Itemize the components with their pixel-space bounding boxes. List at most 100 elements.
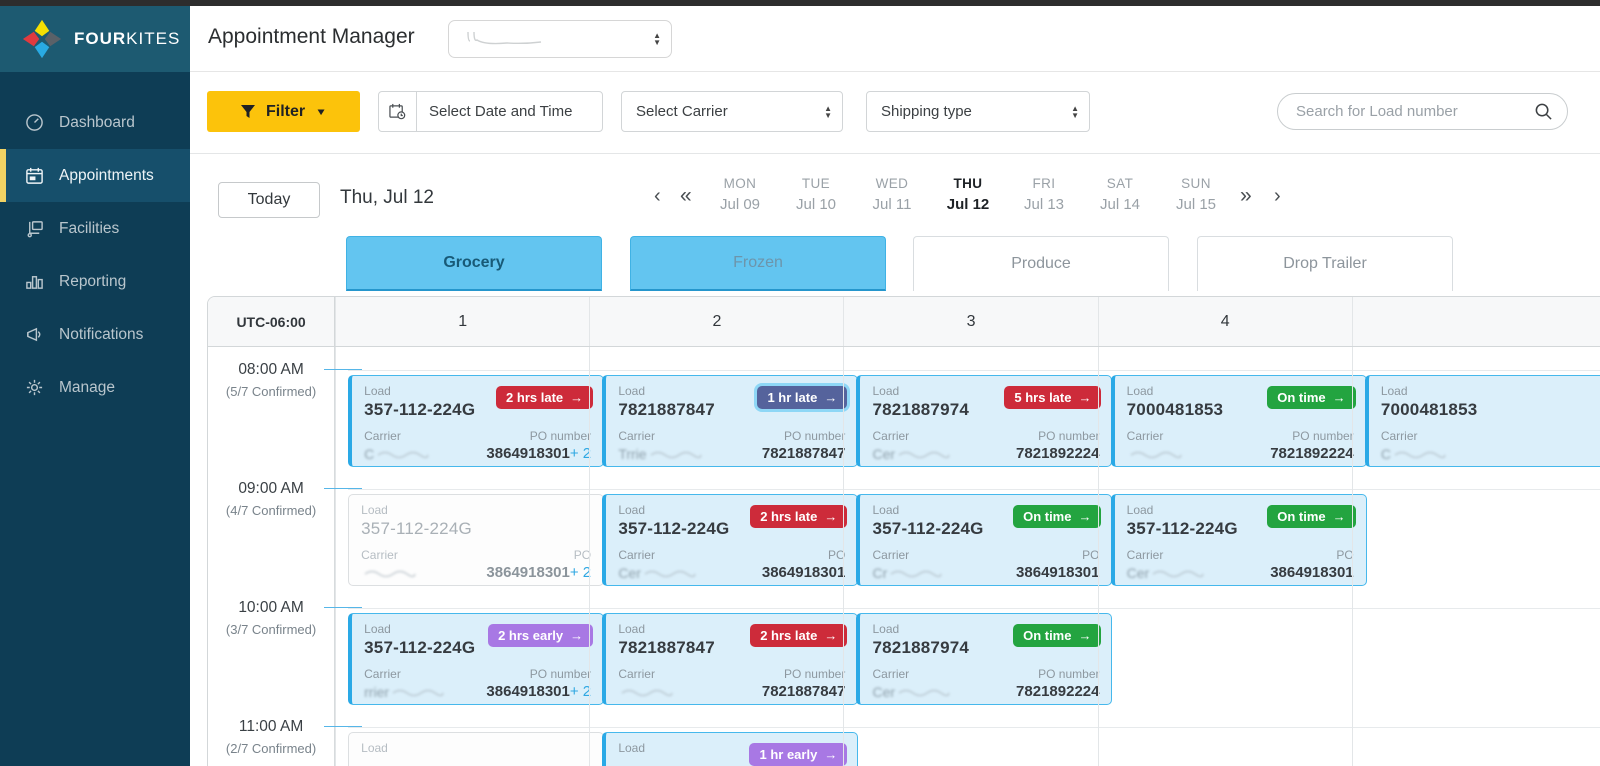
time-gutter: 09:00 AM (4/7 Confirmed)	[208, 466, 336, 585]
slot-cell[interactable]: Load 7821887847 2 hrs late → Carrier PO n…	[589, 585, 859, 705]
slot-cell[interactable]: Load 357-112-224G On time → Carrier Cr PO…	[843, 466, 1113, 586]
status-badge[interactable]: On time →	[1267, 505, 1356, 528]
po-block: PO 3864918301	[1016, 548, 1099, 581]
status-badge[interactable]: On time →	[1013, 505, 1102, 528]
load-label: Load	[364, 384, 391, 398]
carrier-value-redacted	[618, 683, 708, 700]
carrier-block: Carrier Cer	[618, 548, 708, 581]
day-cell-thu[interactable]: THU Jul 12	[946, 176, 990, 213]
sidebar-item-label: Appointments	[59, 166, 154, 184]
carrier-block: Carrier	[1127, 429, 1217, 462]
carrier-block: Carrier rrier	[364, 667, 454, 700]
slot-cell[interactable]: Load 357-112-224G 2 hrs late → Carrier Ce…	[589, 466, 859, 586]
appointment-card[interactable]: Load 357-112-224G 2 hrs late → Carrier Ce…	[602, 494, 859, 586]
sidebar-item-reporting[interactable]: Reporting	[0, 255, 190, 308]
appointment-card[interactable]: Load 357-112-224G 2 hrs early → Carrier r…	[348, 613, 605, 705]
appointment-card[interactable]: Load 7821887847 1 hr late → Carrier Trrie…	[602, 375, 859, 467]
slot-cell[interactable]	[1097, 585, 1352, 704]
search-input[interactable]	[1296, 103, 1534, 120]
slot-cell[interactable]: Load 357-112-224G Carrier PO 3864918301+…	[335, 466, 605, 586]
search-icon[interactable]	[1534, 102, 1553, 121]
slot-cell[interactable]	[1351, 466, 1600, 585]
appointment-card[interactable]: Load	[348, 732, 605, 766]
status-badge[interactable]: 2 hrs early →	[488, 624, 594, 647]
day-cell-sat[interactable]: SAT Jul 14	[1099, 176, 1141, 213]
status-badge[interactable]: On time →	[1013, 624, 1102, 647]
status-badge[interactable]: 5 hrs late →	[1004, 386, 1102, 409]
time-label: 09:00 AM	[238, 480, 304, 497]
slot-cell[interactable]: Load 357-112-224G 2 hrs late → Carrier C …	[335, 347, 605, 467]
slot-cell[interactable]	[1097, 704, 1352, 766]
appointment-card[interactable]: Load 357-112-224G On time → Carrier Cr PO…	[856, 494, 1113, 586]
filter-button[interactable]: Filter ▼	[207, 91, 360, 132]
appointment-card[interactable]: Load 7000481853 On time → Carrier PO numb…	[1110, 375, 1367, 467]
status-badge[interactable]: On time →	[1267, 386, 1356, 409]
slot-cell[interactable]: Load 7821887974 On time → Carrier Cer PO …	[843, 585, 1113, 705]
calendar-clock-icon	[379, 92, 417, 131]
slot-cell[interactable]: Load	[335, 704, 605, 766]
spinner-arrows-icon[interactable]: ▲ ▼	[1071, 103, 1079, 120]
appointment-card[interactable]: Load 1 hr early →	[602, 732, 859, 766]
po-extra-count[interactable]: + 2	[569, 683, 592, 700]
date-time-picker[interactable]: Select Date and Time	[378, 91, 603, 132]
sidebar-item-dashboard[interactable]: Dashboard	[0, 96, 190, 149]
slot-cell[interactable]: Load 357-112-224G 2 hrs early → Carrier r…	[335, 585, 605, 705]
sidebar-item-label: Facilities	[59, 219, 120, 237]
tab-frozen[interactable]: Frozen	[630, 236, 886, 291]
sidebar-item-appointments[interactable]: Appointments	[0, 149, 190, 202]
next-day-icon[interactable]: ›	[1274, 185, 1281, 207]
day-cell-sun[interactable]: SUN Jul 15	[1175, 176, 1217, 213]
day-cell-fri[interactable]: FRI Jul 13	[1023, 176, 1065, 213]
facility-select[interactable]: ▲ ▼	[448, 20, 672, 58]
appointment-card[interactable]: Load 7821887847 2 hrs late → Carrier PO n…	[602, 613, 859, 705]
status-badge[interactable]: 1 hr late →	[757, 386, 848, 409]
day-cell-wed[interactable]: WED Jul 11	[872, 176, 912, 213]
status-badge[interactable]: 1 hr early →	[749, 743, 848, 766]
status-badge[interactable]: 2 hrs late →	[750, 505, 848, 528]
slot-cell[interactable]: Load 7000481853 Carrier C	[1351, 347, 1600, 467]
slot-cell[interactable]: Load 7000481853 On time → Carrier PO numb…	[1097, 347, 1367, 467]
next-week-icon[interactable]: »	[1240, 184, 1252, 207]
day-cell-tue[interactable]: TUE Jul 10	[795, 176, 837, 213]
sidebar-item-label: Dashboard	[59, 113, 135, 131]
po-extra-count[interactable]: + 2	[569, 564, 592, 581]
load-search[interactable]	[1277, 93, 1568, 130]
tab-produce[interactable]: Produce	[913, 236, 1169, 291]
slot-cell[interactable]	[1351, 585, 1600, 704]
appointment-card[interactable]: Load 357-112-224G 2 hrs late → Carrier C …	[348, 375, 605, 467]
appointment-card[interactable]: Load 7821887974 On time → Carrier Cer PO …	[856, 613, 1113, 705]
fourkites-logo[interactable]: FOURKITES	[0, 6, 190, 72]
sidebar-item-label: Notifications	[59, 325, 144, 343]
arrow-right-icon: →	[570, 390, 584, 405]
prev-week-icon[interactable]: «	[680, 184, 692, 207]
appointment-card[interactable]: Load 357-112-224G On time → Carrier Cer P…	[1110, 494, 1367, 586]
appointment-card[interactable]: Load 7821887974 5 hrs late → Carrier Cer …	[856, 375, 1113, 467]
carrier-select[interactable]: Select Carrier ▲ ▼	[621, 91, 843, 132]
shipping-type-select[interactable]: Shipping type ▲ ▼	[866, 91, 1090, 132]
main-panel: Appointment Manager ▲ ▼ Filter ▼	[190, 6, 1600, 766]
prev-day-icon[interactable]: ‹	[654, 185, 661, 207]
status-badge[interactable]: 2 hrs late →	[750, 624, 848, 647]
sidebar-item-manage[interactable]: Manage	[0, 361, 190, 414]
sidebar-item-facilities[interactable]: Facilities	[0, 202, 190, 255]
tab-drop-trailer[interactable]: Drop Trailer	[1197, 236, 1453, 291]
tab-grocery[interactable]: Grocery	[346, 236, 602, 291]
po-extra-count[interactable]: + 2	[569, 445, 592, 462]
appointment-card[interactable]: Load 7000481853 Carrier C	[1364, 375, 1600, 467]
date-time-placeholder: Select Date and Time	[429, 103, 573, 120]
appointment-card[interactable]: Load 357-112-224G Carrier PO 3864918301+…	[348, 494, 605, 586]
status-badge[interactable]: 2 hrs late →	[496, 386, 594, 409]
po-value: 7821892224	[1016, 683, 1100, 700]
slot-cell[interactable]: Load 7821887847 1 hr late → Carrier Trrie…	[589, 347, 859, 467]
slot-cell[interactable]: Load 7821887974 5 hrs late → Carrier Cer …	[843, 347, 1113, 467]
today-button[interactable]: Today	[218, 182, 320, 218]
slot-cell[interactable]	[843, 704, 1097, 766]
sidebar-item-notifications[interactable]: Notifications	[0, 308, 190, 361]
slot-cell[interactable]	[1351, 704, 1600, 766]
slot-cell[interactable]: Load 357-112-224G On time → Carrier Cer P…	[1097, 466, 1367, 586]
spinner-arrows-icon[interactable]: ▲ ▼	[824, 103, 832, 120]
day-cell-mon[interactable]: MON Jul 09	[719, 176, 761, 213]
arrow-right-icon: →	[824, 390, 838, 405]
spinner-arrows-icon[interactable]: ▲ ▼	[653, 31, 661, 47]
slot-cell[interactable]: Load 1 hr early →	[589, 704, 859, 766]
